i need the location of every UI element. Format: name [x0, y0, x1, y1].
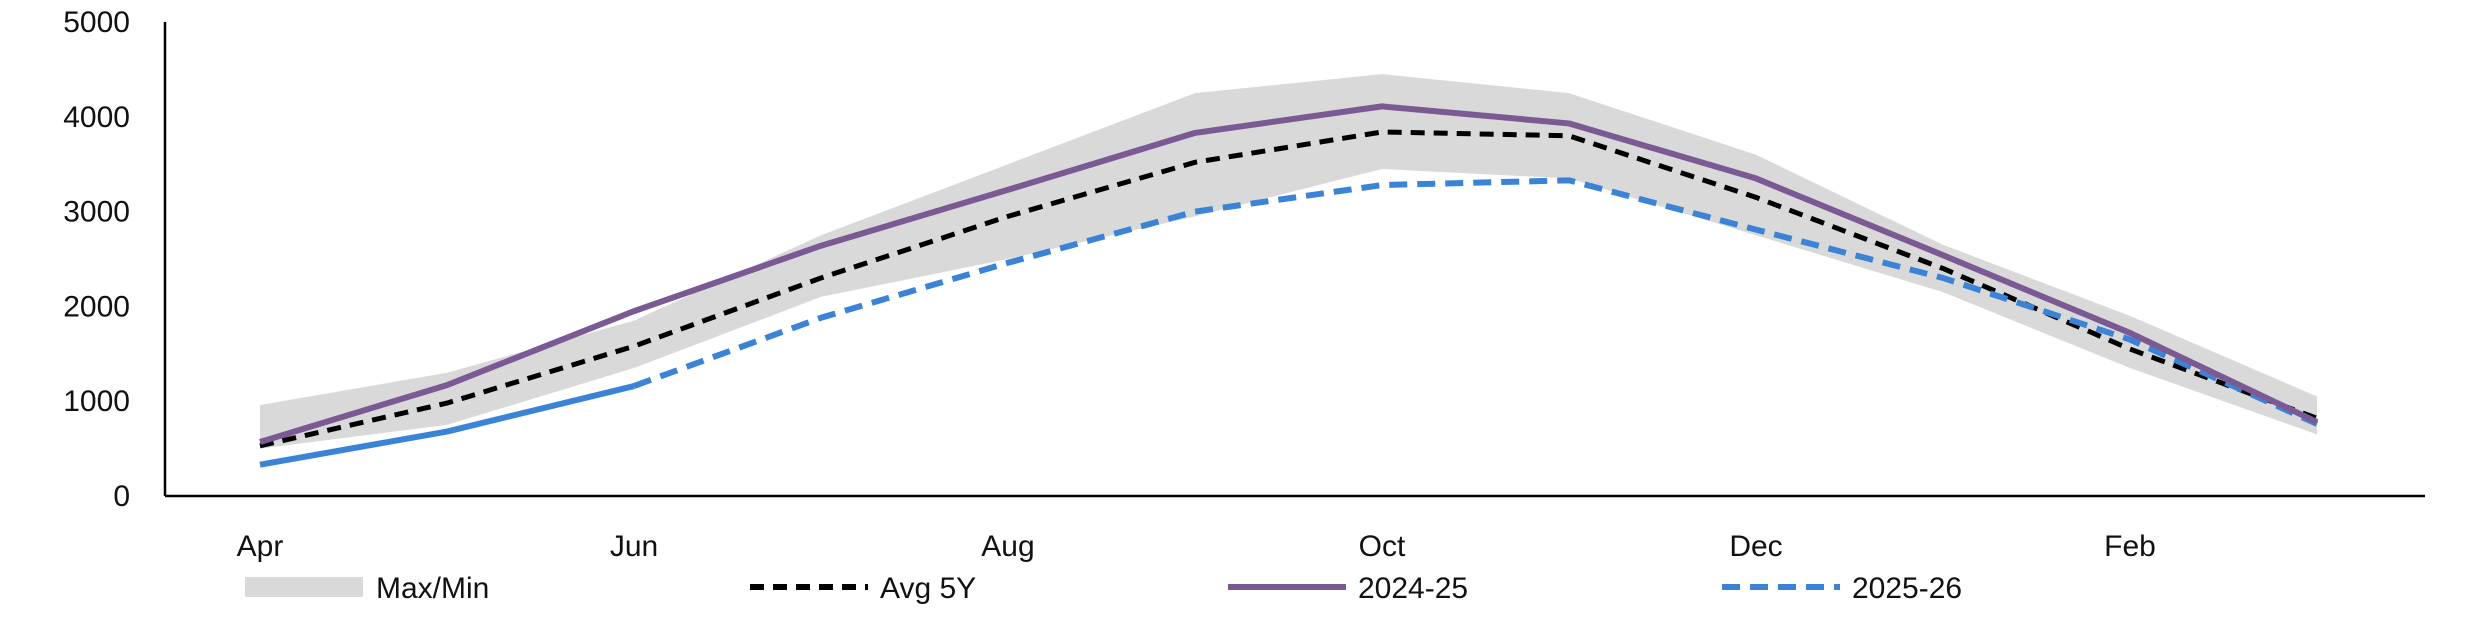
series-2024-25-line: [259, 103, 2319, 445]
y-tick-label: 2000: [63, 290, 130, 323]
y-tick-label: 3000: [63, 196, 130, 229]
series-avg-5y-line: [259, 129, 2318, 449]
x-tick-labels: Apr Jun Aug Oct Dec Feb: [237, 530, 2156, 563]
x-tick-label: Apr: [237, 530, 284, 563]
x-tick-label: Aug: [981, 530, 1034, 563]
series-2025-26-dashed-line: [632, 177, 2319, 427]
max-min-band-area: [260, 74, 2317, 449]
series-2025-26-solid-line: [259, 383, 635, 468]
legend-label-2025-26: 2025-26: [1852, 572, 1962, 605]
axes: [163, 22, 2425, 498]
x-tick-label: Jun: [610, 530, 658, 563]
y-tick-labels: 0 1000 2000 3000 4000 5000: [63, 6, 130, 513]
legend-label-max-min: Max/Min: [376, 572, 489, 605]
y-tick-label: 0: [113, 480, 130, 513]
x-tick-label: Dec: [1729, 530, 1782, 563]
x-tick-label: Feb: [2104, 530, 2156, 563]
y-tick-label: 5000: [63, 6, 130, 39]
legend-label-avg-5y: Avg 5Y: [880, 572, 976, 605]
x-tick-label: Oct: [1359, 530, 1406, 563]
legend-label-2024-25: 2024-25: [1358, 572, 1468, 605]
legend: Max/Min Avg 5Y 2024-25 2025-26: [245, 572, 1962, 605]
max-min-band: [260, 74, 2317, 449]
y-tick-label: 4000: [63, 101, 130, 134]
series-lines: [259, 103, 2319, 468]
y-tick-label: 1000: [63, 385, 130, 418]
legend-swatch-max-min: [245, 577, 363, 597]
